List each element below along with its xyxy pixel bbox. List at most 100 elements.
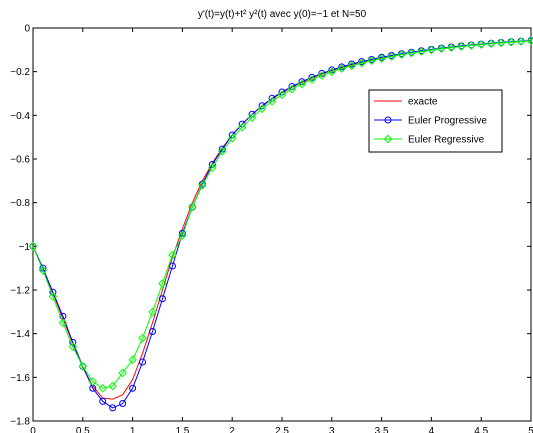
data-point bbox=[88, 377, 98, 387]
x-tick-label: 2 bbox=[229, 426, 235, 433]
data-point bbox=[139, 358, 147, 366]
data-point bbox=[466, 41, 476, 50]
data-point bbox=[98, 383, 108, 393]
chart-title: y'(t)=y(t)+t² y²(t) avec y(0)=−1 et N=50 bbox=[198, 9, 367, 20]
data-point bbox=[38, 266, 48, 275]
legend-item: Euler Regressive bbox=[374, 135, 485, 146]
legend-label: Euler Regressive bbox=[408, 135, 485, 146]
data-point bbox=[178, 231, 187, 240]
data-point bbox=[368, 55, 376, 63]
data-point bbox=[516, 37, 526, 46]
data-point bbox=[437, 44, 446, 54]
y-tick-label: −0.6 bbox=[10, 155, 30, 166]
data-point bbox=[69, 338, 77, 346]
data-point bbox=[247, 113, 257, 122]
data-point bbox=[108, 381, 117, 391]
data-point bbox=[198, 180, 207, 190]
data-point bbox=[237, 123, 247, 132]
data-point bbox=[297, 79, 307, 89]
data-point bbox=[149, 327, 157, 335]
legend-item: Euler Progressive bbox=[374, 116, 487, 127]
data-point bbox=[337, 64, 347, 73]
data-point bbox=[28, 242, 38, 251]
data-point bbox=[318, 69, 326, 77]
series-euler-regressive bbox=[28, 36, 533, 393]
data-point bbox=[308, 73, 316, 81]
data-point bbox=[526, 36, 533, 46]
data-point bbox=[78, 362, 88, 371]
data-point bbox=[217, 147, 227, 156]
data-point bbox=[119, 400, 127, 408]
data-point bbox=[338, 63, 346, 71]
data-point bbox=[367, 56, 376, 66]
data-point bbox=[148, 307, 157, 317]
legend-marker bbox=[383, 134, 393, 144]
data-point bbox=[358, 58, 366, 66]
data-point bbox=[447, 43, 456, 52]
data-point bbox=[417, 47, 426, 56]
y-axis: 0 −0.2 −0.4 −0.6 −0.8 −1 −1.2 −1.4 −1.6 −1.8 bbox=[10, 24, 531, 428]
series-layer bbox=[28, 36, 533, 412]
data-point bbox=[397, 50, 406, 59]
data-point bbox=[168, 250, 177, 260]
data-point bbox=[48, 292, 58, 301]
data-point bbox=[129, 384, 137, 392]
y-tick-label: −1.8 bbox=[10, 417, 30, 428]
x-tick-label: 2.5 bbox=[275, 426, 289, 433]
legend-label: Euler Progressive bbox=[408, 116, 487, 127]
x-tick-label: 5 bbox=[528, 426, 533, 433]
x-tick-label: 1.5 bbox=[175, 426, 189, 433]
data-point bbox=[327, 67, 337, 77]
legend-item: exacte bbox=[374, 97, 438, 108]
data-point bbox=[377, 54, 386, 63]
data-point bbox=[387, 52, 396, 61]
data-point bbox=[257, 104, 267, 114]
y-tick-label: −1.6 bbox=[10, 373, 30, 384]
data-point bbox=[277, 90, 287, 100]
y-tick-label: −1.4 bbox=[10, 329, 30, 340]
data-point bbox=[227, 133, 237, 143]
data-point bbox=[427, 45, 436, 55]
y-tick-label: −0.8 bbox=[10, 198, 30, 209]
data-point bbox=[298, 78, 306, 86]
data-point bbox=[317, 71, 327, 80]
data-point bbox=[168, 262, 176, 270]
data-point bbox=[138, 333, 147, 343]
data-point bbox=[348, 60, 356, 68]
data-point bbox=[128, 355, 137, 365]
x-tick-label: 0 bbox=[30, 426, 36, 433]
data-point bbox=[456, 42, 466, 51]
data-point bbox=[506, 37, 516, 47]
data-point bbox=[207, 163, 217, 173]
data-point bbox=[188, 202, 197, 212]
data-point bbox=[476, 40, 486, 49]
legend: exacte Euler Progressive Euler Regressive bbox=[368, 89, 503, 153]
data-point bbox=[267, 97, 277, 106]
data-point bbox=[307, 75, 317, 84]
y-tick-label: −1 bbox=[19, 242, 31, 253]
data-point bbox=[378, 53, 386, 61]
data-point bbox=[118, 368, 127, 378]
y-tick-label: −0.2 bbox=[10, 67, 30, 78]
data-point bbox=[158, 295, 166, 303]
x-tick-label: 3.5 bbox=[375, 426, 389, 433]
data-point bbox=[486, 39, 496, 49]
y-tick-label: −0.4 bbox=[10, 111, 30, 122]
plot-area bbox=[32, 27, 532, 422]
x-axis: 0 0.5 1 1.5 2 2.5 3 3.5 4 4.5 5 bbox=[30, 28, 533, 433]
data-point bbox=[407, 48, 416, 58]
data-point bbox=[496, 38, 506, 48]
y-tick-label: −1.2 bbox=[10, 286, 30, 297]
x-tick-label: 4.5 bbox=[474, 426, 488, 433]
data-point bbox=[347, 61, 357, 71]
legend-label: exacte bbox=[408, 97, 438, 108]
x-tick-label: 1 bbox=[130, 426, 136, 433]
y-tick-label: 0 bbox=[24, 24, 30, 35]
data-point bbox=[287, 84, 297, 94]
data-point bbox=[328, 66, 336, 74]
data-point bbox=[357, 58, 366, 68]
data-point bbox=[109, 404, 117, 412]
legend-marker bbox=[384, 116, 392, 124]
x-tick-label: 0.5 bbox=[76, 426, 90, 433]
